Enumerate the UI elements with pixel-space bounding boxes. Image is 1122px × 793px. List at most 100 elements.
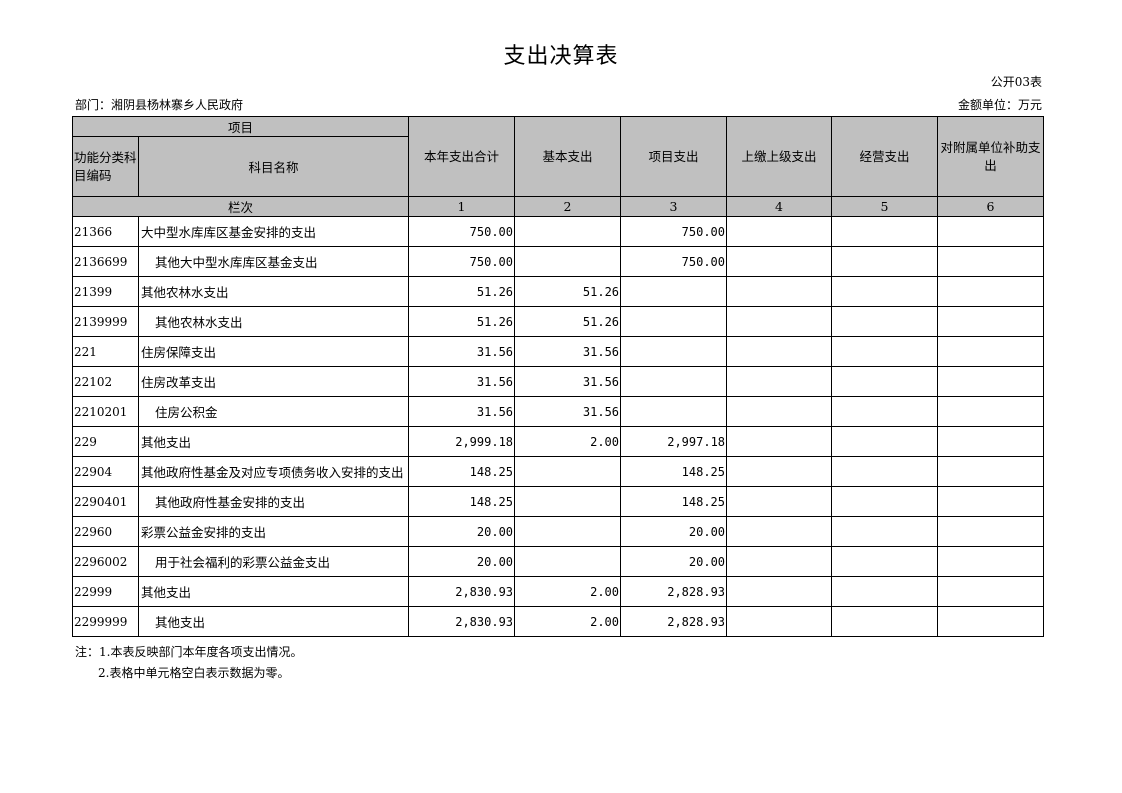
column-number: 5: [831, 196, 939, 217]
cell-value-1: 31.56: [408, 396, 516, 427]
cell-name: 住房公积金: [137, 396, 410, 427]
cell-value-6: [937, 366, 1045, 397]
cell-value-2: [514, 516, 622, 547]
cell-value-1: 2,999.18: [408, 426, 516, 457]
cell-code: 2290401: [72, 486, 139, 517]
cell-value-6: [937, 306, 1045, 337]
cell-value-1: 31.56: [408, 366, 516, 397]
cell-value-2: 31.56: [514, 396, 622, 427]
table-row: 2290401 其他政府性基金安排的支出 148.25 148.25: [72, 486, 1045, 517]
header-col-6: 对附属单位补助支出: [937, 116, 1045, 197]
cell-name: 住房保障支出: [137, 336, 410, 367]
cell-name: 大中型水库库区基金安排的支出: [137, 216, 410, 247]
cell-value-4: [726, 606, 833, 637]
cell-value-4: [726, 576, 833, 607]
cell-name: 其他政府性基金安排的支出: [137, 486, 410, 517]
cell-value-1: 2,830.93: [408, 576, 516, 607]
cell-value-2: [514, 546, 622, 577]
table-row: 2296002 用于社会福利的彩票公益金支出 20.00 20.00: [72, 546, 1045, 577]
cell-value-1: 2,830.93: [408, 606, 516, 637]
cell-value-2: 31.56: [514, 366, 622, 397]
header-col-1: 本年支出合计: [408, 116, 516, 197]
cell-name: 其他支出: [137, 426, 410, 457]
cell-value-2: 31.56: [514, 336, 622, 367]
cell-value-2: [514, 246, 622, 277]
cell-value-5: [831, 366, 939, 397]
cell-value-5: [831, 456, 939, 487]
cell-value-1: 51.26: [408, 276, 516, 307]
cell-value-5: [831, 486, 939, 517]
cell-value-4: [726, 546, 833, 577]
table-row: 2210201 住房公积金 31.56 31.56: [72, 396, 1045, 427]
cell-value-5: [831, 606, 939, 637]
cell-value-6: [937, 336, 1045, 367]
cell-value-3: 2,997.18: [620, 426, 728, 457]
cell-code: 229: [72, 426, 139, 457]
cell-code: 22999: [72, 576, 139, 607]
cell-value-1: 148.25: [408, 456, 516, 487]
cell-code: 2136699: [72, 246, 139, 277]
header-col-5: 经营支出: [831, 116, 939, 197]
table-row: 22904 其他政府性基金及对应专项债务收入安排的支出 148.25 148.25: [72, 456, 1045, 487]
cell-value-2: 2.00: [514, 426, 622, 457]
cell-value-6: [937, 216, 1045, 247]
cell-value-6: [937, 246, 1045, 277]
table-row: 21366 大中型水库库区基金安排的支出 750.00 750.00: [72, 216, 1045, 247]
column-number: 1: [408, 196, 516, 217]
cell-value-1: 51.26: [408, 306, 516, 337]
header-name: 科目名称: [137, 136, 410, 197]
cell-value-1: 31.56: [408, 336, 516, 367]
header-col-3: 项目支出: [620, 116, 728, 197]
cell-value-5: [831, 516, 939, 547]
cell-code: 22904: [72, 456, 139, 487]
cell-value-3: 148.25: [620, 486, 728, 517]
cell-code: 21366: [72, 216, 139, 247]
cell-value-3: 20.00: [620, 516, 728, 547]
cell-value-3: 750.00: [620, 216, 728, 247]
table-row: 21399 其他农林水支出 51.26 51.26: [72, 276, 1045, 307]
cell-value-2: [514, 456, 622, 487]
cell-name: 其他政府性基金及对应专项债务收入安排的支出: [137, 456, 410, 487]
cell-value-6: [937, 606, 1045, 637]
header-code: 功能分类科目编码: [72, 136, 139, 197]
header-col-2: 基本支出: [514, 116, 622, 197]
cell-value-3: 750.00: [620, 246, 728, 277]
cell-value-4: [726, 426, 833, 457]
table-row: 22999 其他支出 2,830.93 2.00 2,828.93: [72, 576, 1045, 607]
cell-code: 2299999: [72, 606, 139, 637]
form-number: 公开03表: [990, 75, 1042, 89]
cell-name: 其他农林水支出: [137, 306, 410, 337]
cell-name: 用于社会福利的彩票公益金支出: [137, 546, 410, 577]
column-number: 6: [937, 196, 1045, 217]
cell-value-6: [937, 396, 1045, 427]
cell-name: 住房改革支出: [137, 366, 410, 397]
cell-value-3: [620, 396, 728, 427]
cell-value-2: 2.00: [514, 606, 622, 637]
note-1: 注：1.本表反映部门本年度各项支出情况。: [75, 645, 303, 659]
column-number: 3: [620, 196, 728, 217]
cell-value-6: [937, 276, 1045, 307]
table-row: 2136699 其他大中型水库库区基金支出 750.00 750.00: [72, 246, 1045, 277]
cell-value-5: [831, 216, 939, 247]
cell-name: 彩票公益金安排的支出: [137, 516, 410, 547]
cell-name: 其他支出: [137, 576, 410, 607]
cell-value-2: 51.26: [514, 276, 622, 307]
cell-name: 其他农林水支出: [137, 276, 410, 307]
cell-value-5: [831, 306, 939, 337]
cell-value-5: [831, 276, 939, 307]
cell-value-4: [726, 306, 833, 337]
cell-value-6: [937, 576, 1045, 607]
cell-value-6: [937, 426, 1045, 457]
cell-value-4: [726, 516, 833, 547]
cell-code: 2210201: [72, 396, 139, 427]
cell-value-3: 20.00: [620, 546, 728, 577]
cell-value-4: [726, 366, 833, 397]
cell-code: 21399: [72, 276, 139, 307]
expenditure-table: 项目 本年支出合计 基本支出 项目支出 上缴上级支出 经营支出 对附属单位补助支…: [71, 116, 1045, 637]
cell-name: 其他大中型水库库区基金支出: [137, 246, 410, 277]
cell-code: 22960: [72, 516, 139, 547]
cell-value-4: [726, 396, 833, 427]
cell-value-4: [726, 336, 833, 367]
cell-value-3: [620, 276, 728, 307]
cell-value-3: [620, 336, 728, 367]
